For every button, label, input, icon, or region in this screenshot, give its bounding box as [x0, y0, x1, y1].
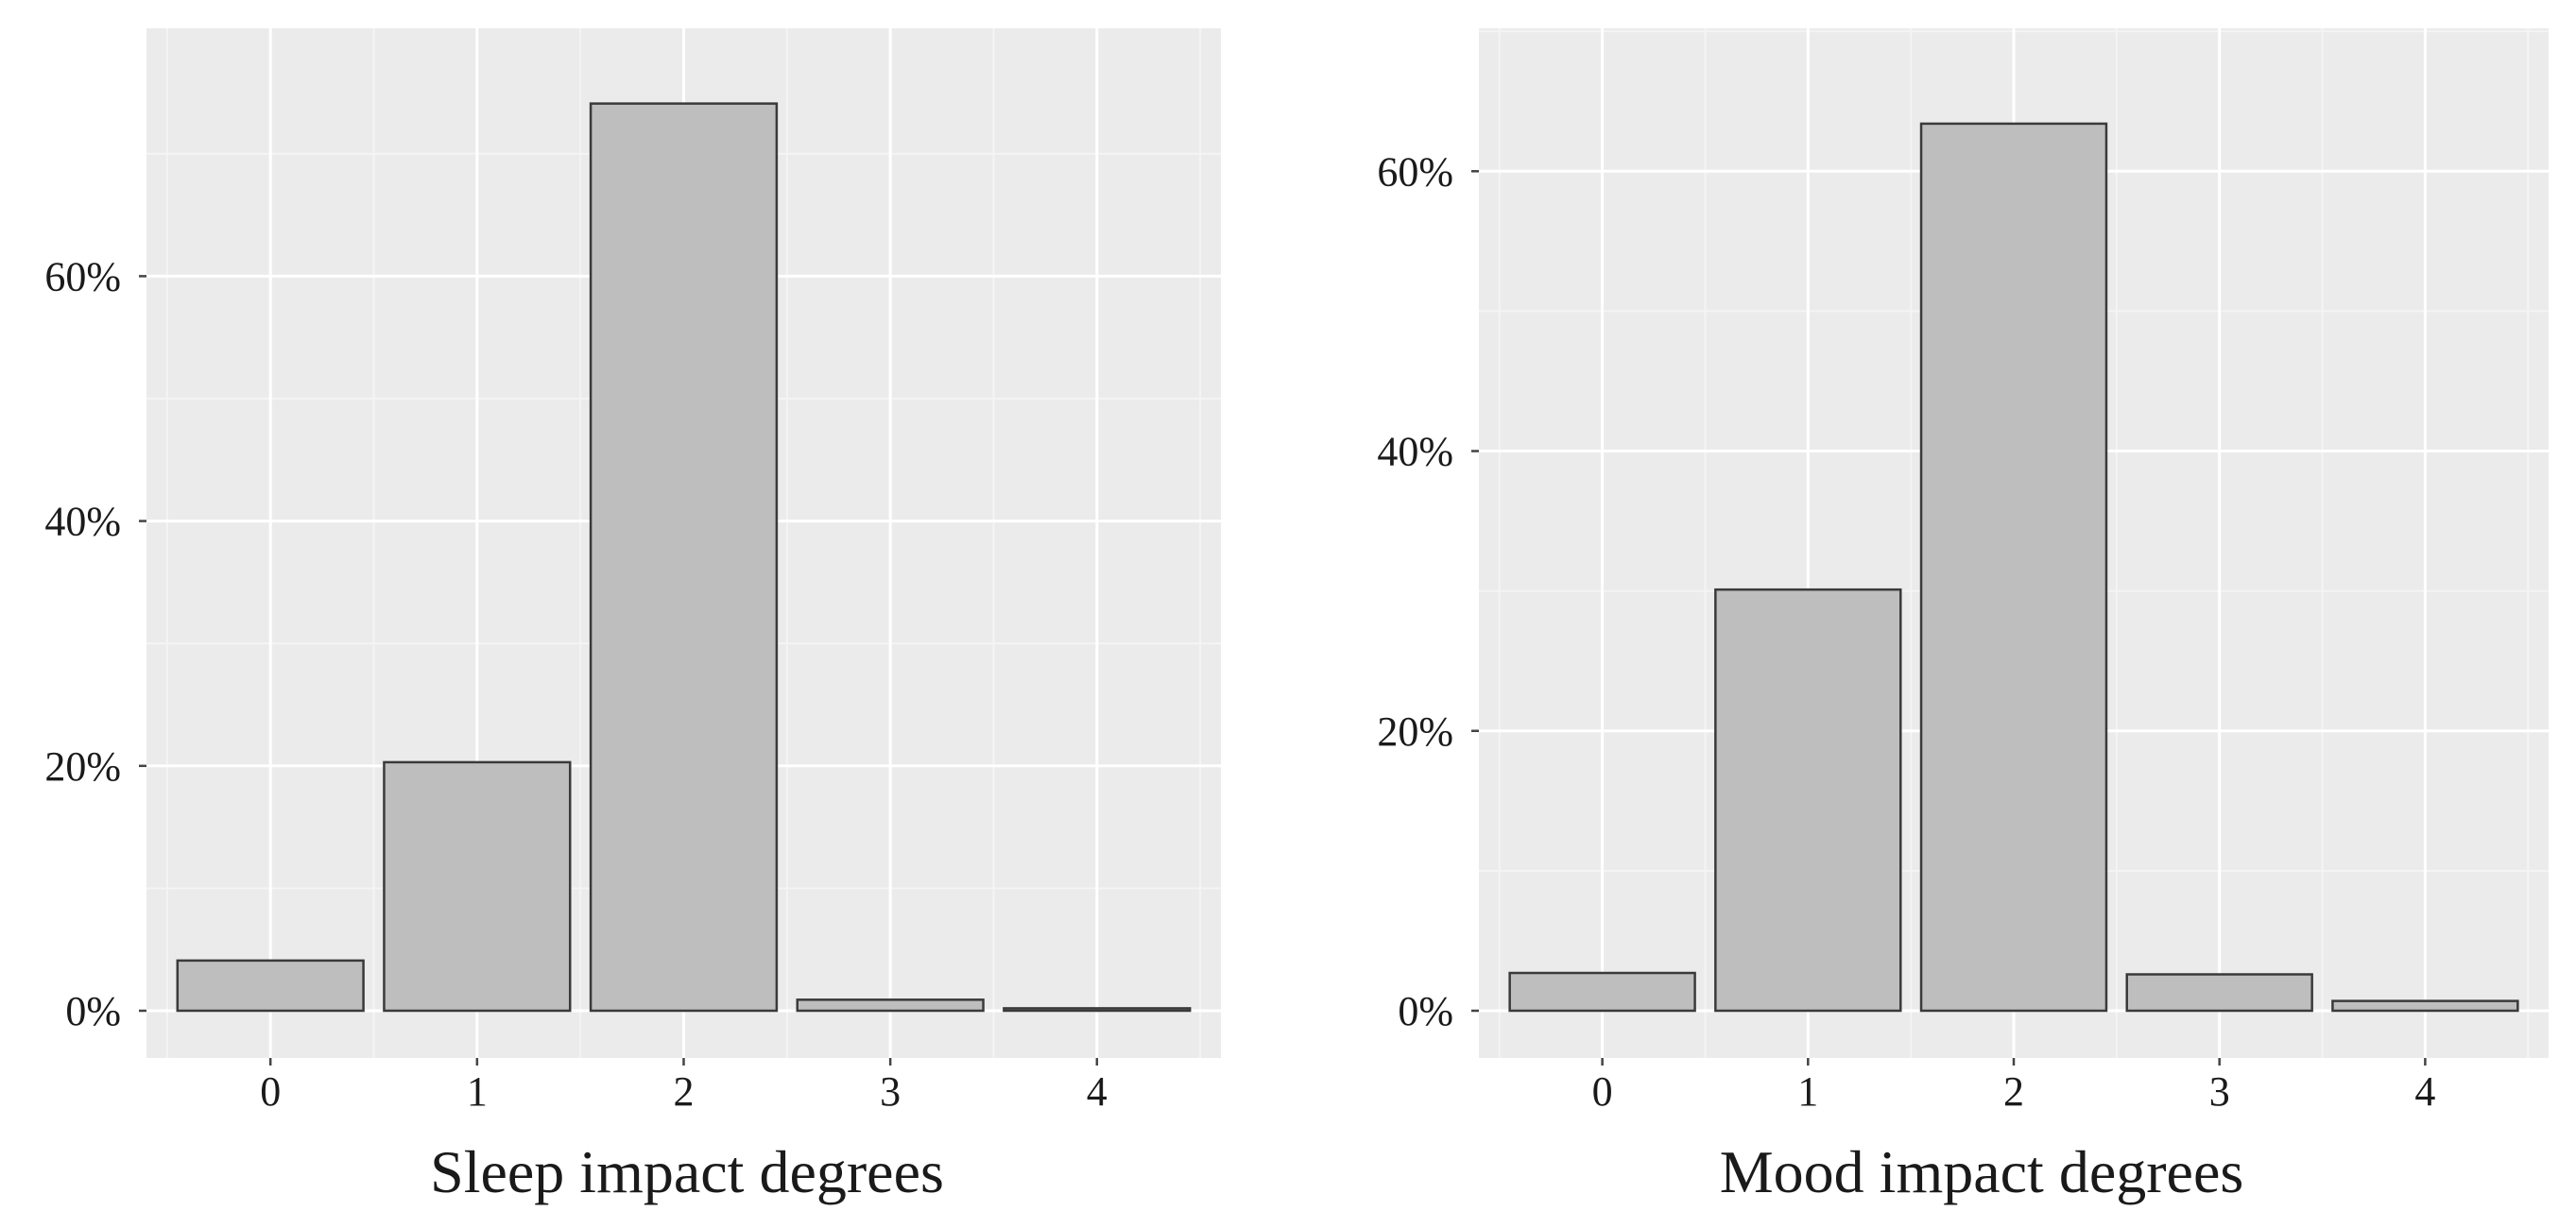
- mood-bar-2: [1919, 122, 2108, 1013]
- sleep-y-tick-label: 20%: [44, 743, 121, 790]
- sleep-y-tick-label: 60%: [44, 253, 121, 299]
- mood-x-tick-label: 2: [2003, 1068, 2024, 1115]
- sleep-x-tick-label: 2: [674, 1068, 695, 1115]
- sleep-bars: [176, 102, 1192, 1013]
- mood-y-tick-label: 20%: [1377, 708, 1453, 755]
- mood-x-tick-label: 0: [1592, 1068, 1613, 1115]
- sleep-y-tick-label: 40%: [44, 499, 121, 545]
- mood-bars: [1508, 122, 2519, 1013]
- sleep-bar-1: [383, 760, 572, 1013]
- mood-x-tick-labels: 0 1 2 3 4: [1592, 1068, 2436, 1115]
- sleep-x-tick-label: 4: [1087, 1068, 1108, 1115]
- sleep-x-tick-label: 3: [880, 1068, 901, 1115]
- mood-y-tick-labels: 0% 20% 40% 60%: [1377, 148, 1453, 1034]
- chart-sleep-impact: 0% 20% 40% 60% 0 1 2 3 4 Sleep impact degrees: [44, 28, 1221, 1205]
- sleep-x-tick-label: 1: [467, 1068, 488, 1115]
- mood-ticks: [1471, 170, 2427, 1066]
- sleep-bar-0: [176, 959, 365, 1013]
- sleep-ticks: [139, 275, 1099, 1066]
- mood-bar-0: [1508, 971, 1696, 1013]
- mood-x-tick-label: 1: [1797, 1068, 1818, 1115]
- mood-x-tick-label: 4: [2414, 1068, 2435, 1115]
- mood-bar-1: [1714, 588, 1902, 1013]
- sleep-x-tick-labels: 0 1 2 3 4: [260, 1068, 1108, 1115]
- mood-y-tick-label: 40%: [1377, 429, 1453, 475]
- mood-y-tick-label: 60%: [1377, 148, 1453, 195]
- mood-y-tick-label: 0%: [1398, 988, 1453, 1034]
- mood-bar-4: [2331, 999, 2519, 1013]
- sleep-x-tick-label: 0: [260, 1068, 281, 1115]
- sleep-x-axis-title: Sleep impact degrees: [430, 1138, 944, 1205]
- mood-x-tick-label: 3: [2209, 1068, 2230, 1115]
- sleep-y-tick-labels: 0% 20% 40% 60%: [44, 253, 121, 1034]
- sleep-bar-2: [589, 102, 779, 1013]
- mood-x-axis-title: Mood impact degrees: [1720, 1138, 2244, 1205]
- mood-bar-3: [2125, 973, 2313, 1013]
- sleep-y-tick-label: 0%: [65, 988, 121, 1034]
- sleep-bar-3: [796, 998, 985, 1013]
- chart-mood-impact: 0% 20% 40% 60% 0 1 2 3 4 Mood impact degrees: [1377, 28, 2549, 1205]
- sleep-bar-4: [1003, 1007, 1192, 1013]
